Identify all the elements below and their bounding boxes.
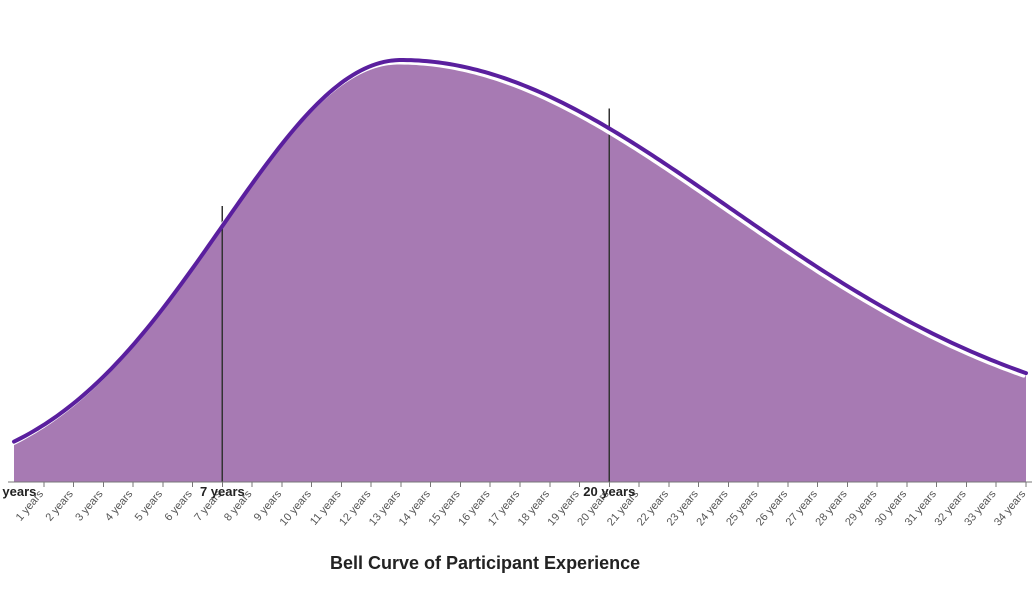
x-tick-label: 4 years: [103, 488, 136, 524]
x-tick-label: 2 years: [43, 488, 76, 524]
x-tick-label: 5 years: [133, 488, 166, 524]
x-tick-label: 10 years: [278, 488, 315, 528]
x-tick-label: 34 years: [992, 488, 1029, 528]
marker-label: 0 years: [0, 484, 36, 499]
bell-curve-chart: 1 years2 years3 years4 years5 years6 yea…: [0, 0, 1035, 595]
curve-fill: [14, 60, 1026, 482]
x-tick-label: 6 years: [163, 488, 196, 524]
marker-label: 7 years: [200, 484, 245, 499]
x-tick-label: 3 years: [73, 488, 106, 524]
chart-title: Bell Curve of Participant Experience: [330, 553, 640, 574]
marker-label: 20 years: [583, 484, 635, 499]
chart-plot-svg: 1 years2 years3 years4 years5 years6 yea…: [0, 0, 1035, 595]
